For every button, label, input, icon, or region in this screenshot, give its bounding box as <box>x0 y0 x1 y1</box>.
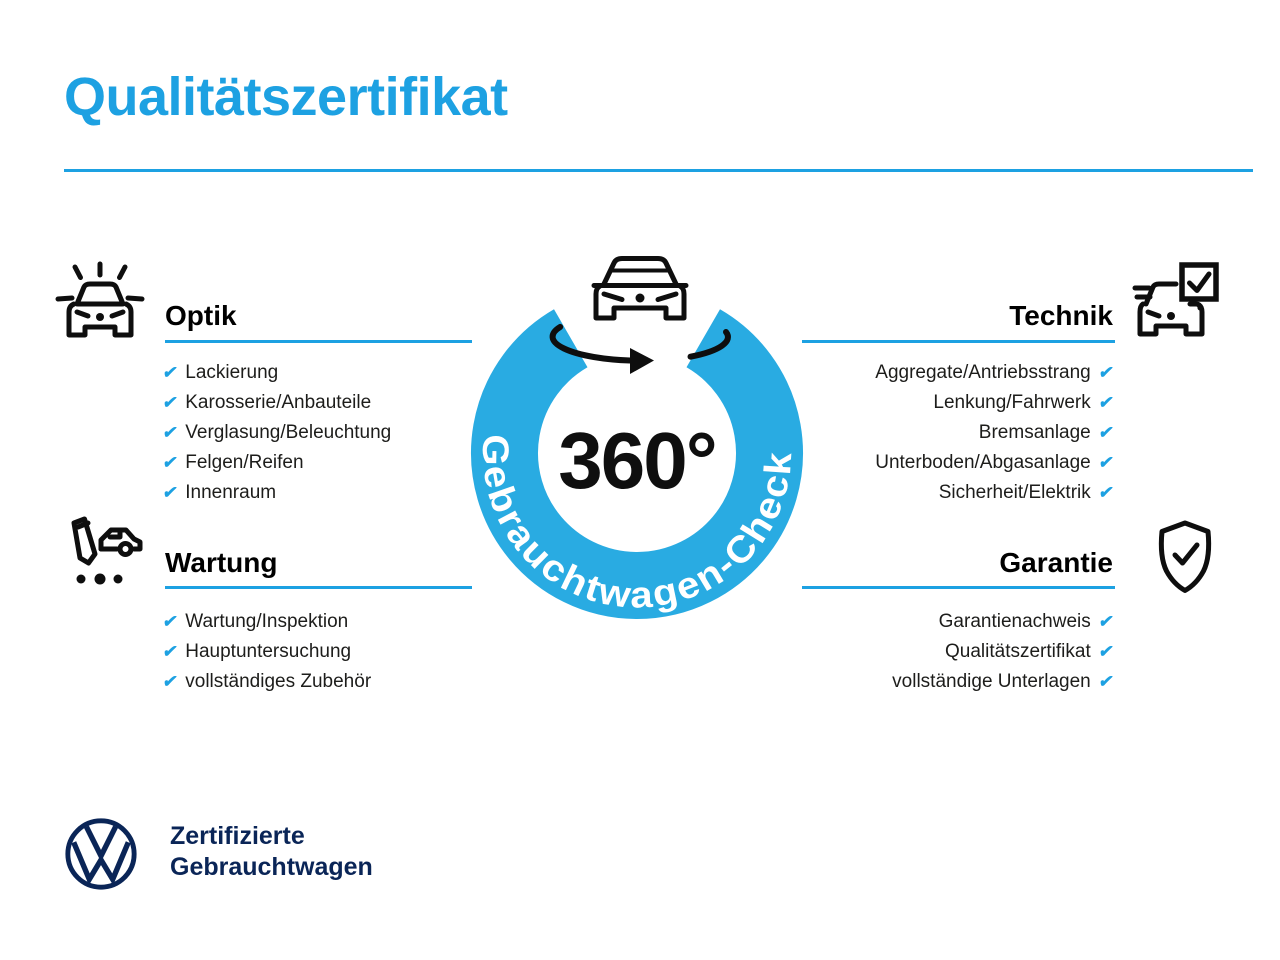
section-title-technik: Technik <box>1009 300 1113 331</box>
garantie-check-list: Garantienachweis ✔ Qualitätszertifikat ✔ v… <box>763 611 1115 692</box>
list-item-label: Garantienachweis <box>938 611 1091 632</box>
list-item: ✔ Verglasung/Beleuchtung <box>161 422 392 443</box>
section-rule-technik <box>802 340 1115 343</box>
check-icon: ✔ <box>1097 672 1115 691</box>
list-item-label: vollständiges Zubehör <box>185 671 372 692</box>
list-item: Garantienachweis ✔ <box>938 611 1115 632</box>
list-item: Unterboden/Abgasanlage ✔ <box>875 452 1115 473</box>
brand-claim-line1: Zertifizierte <box>170 822 305 850</box>
section-rule-garantie <box>802 586 1115 589</box>
check-icon: ✔ <box>1097 393 1115 412</box>
list-item: Aggregate/Antriebsstrang ✔ <box>875 362 1115 383</box>
check-icon: ✔ <box>161 612 180 631</box>
check-icon: ✔ <box>1097 483 1115 502</box>
check-icon: ✔ <box>1097 612 1115 631</box>
list-item-label: Verglasung/Beleuchtung <box>185 422 392 443</box>
check-icon: ✔ <box>161 363 180 382</box>
brand-claim: Zertifizierte Gebrauchtwagen <box>170 821 373 883</box>
list-item: ✔ Lackierung <box>161 362 391 383</box>
check-icon: ✔ <box>161 672 180 691</box>
check-icon: ✔ <box>1097 363 1115 382</box>
check-icon: ✔ <box>161 642 180 661</box>
rotate-arrowhead <box>630 348 654 374</box>
list-item: Lenkung/Fahrwerk ✔ <box>933 392 1115 413</box>
list-item-label: vollständige Unterlagen <box>892 671 1091 692</box>
list-item: vollständige Unterlagen ✔ <box>892 671 1115 692</box>
car-checkbox-icon <box>1132 262 1219 337</box>
list-item-label: Bremsanlage <box>978 422 1091 443</box>
optik-check-list: ✔ Lackierung ✔ Karosserie/Anbauteile ✔ Verg… <box>161 362 392 503</box>
check-icon: ✔ <box>161 423 180 442</box>
list-item-label: Aggregate/Antriebsstrang <box>875 362 1091 383</box>
list-item: ✔ vollständiges Zubehör <box>161 671 372 692</box>
check-icon: ✔ <box>1097 423 1115 442</box>
list-item-label: Sicherheit/Elektrik <box>938 482 1091 503</box>
brand-claim-line2: Gebrauchtwagen <box>170 853 373 881</box>
pencil-car-icon <box>71 516 143 585</box>
list-item-label: Karosserie/Anbauteile <box>185 392 372 413</box>
list-item: ✔ Hauptuntersuchung <box>161 641 371 662</box>
list-item-label: Qualitätszertifikat <box>945 641 1091 662</box>
section-title-wartung: Wartung <box>165 547 278 578</box>
check-icon: ✔ <box>1097 453 1115 472</box>
car-rotate-icon <box>549 256 731 374</box>
check-icon: ✔ <box>161 393 180 412</box>
list-item-label: Innenraum <box>185 482 277 503</box>
section-title-garantie: Garantie <box>999 547 1113 578</box>
list-item: Bremsanlage ✔ <box>978 422 1115 443</box>
car-front-shine-icon <box>55 261 145 338</box>
list-item: ✔ Innenraum <box>161 482 391 503</box>
header-divider <box>64 169 1253 172</box>
section-rule-optik <box>165 340 472 343</box>
section-title-optik: Optik <box>165 300 237 331</box>
check-icon: ✔ <box>1097 642 1115 661</box>
list-item: Qualitätszertifikat ✔ <box>945 641 1115 662</box>
section-rule-wartung <box>165 586 472 589</box>
shield-check-icon <box>1158 520 1212 593</box>
list-item: ✔ Wartung/Inspektion <box>161 611 371 632</box>
list-item-label: Hauptuntersuchung <box>185 641 352 662</box>
list-item-label: Felgen/Reifen <box>185 452 304 473</box>
list-item: ✔ Felgen/Reifen <box>161 452 391 473</box>
vw-logo <box>65 818 137 890</box>
wartung-check-list: ✔ Wartung/Inspektion ✔ Hauptuntersuchung ✔… <box>161 611 372 692</box>
list-item-label: Unterboden/Abgasanlage <box>875 452 1091 473</box>
ring-arc <box>471 309 803 619</box>
check-icon: ✔ <box>161 453 180 472</box>
degree-label: 360° <box>558 416 717 505</box>
technik-check-list: Aggregate/Antriebsstrang ✔ Lenkung/Fahrwe… <box>763 362 1115 503</box>
list-item-label: Lackierung <box>185 362 279 383</box>
list-item-label: Wartung/Inspektion <box>185 611 349 632</box>
page-title: Qualitätszertifikat <box>64 67 508 127</box>
list-item-label: Lenkung/Fahrwerk <box>933 392 1091 413</box>
check-icon: ✔ <box>161 483 180 502</box>
list-item: Sicherheit/Elektrik ✔ <box>938 482 1115 503</box>
360-check-ring: Gebrauchtwagen-Check <box>471 309 803 619</box>
list-item: ✔ Karosserie/Anbauteile <box>161 392 391 413</box>
